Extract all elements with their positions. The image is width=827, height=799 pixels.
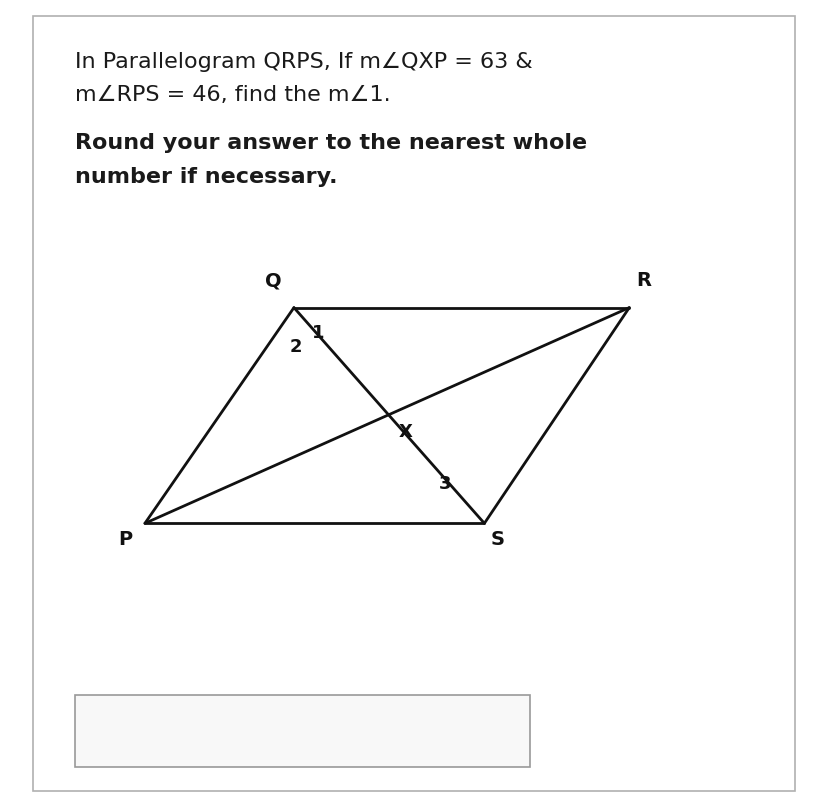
Text: 3: 3 [438,475,451,493]
Text: Round your answer to the nearest whole: Round your answer to the nearest whole [74,133,586,153]
FancyBboxPatch shape [33,16,794,791]
Text: S: S [490,530,504,549]
Text: Q: Q [265,271,281,290]
Text: number if necessary.: number if necessary. [74,167,337,187]
Text: 1: 1 [312,324,324,342]
Text: P: P [118,530,132,549]
Text: 2: 2 [289,338,302,356]
Text: In Parallelogram QRPS, If m∠QXP = 63 &: In Parallelogram QRPS, If m∠QXP = 63 & [74,52,532,72]
Text: X: X [398,423,412,441]
FancyBboxPatch shape [74,695,529,767]
Text: m∠RPS = 46, find the m∠1.: m∠RPS = 46, find the m∠1. [74,85,390,105]
Text: R: R [635,271,650,290]
